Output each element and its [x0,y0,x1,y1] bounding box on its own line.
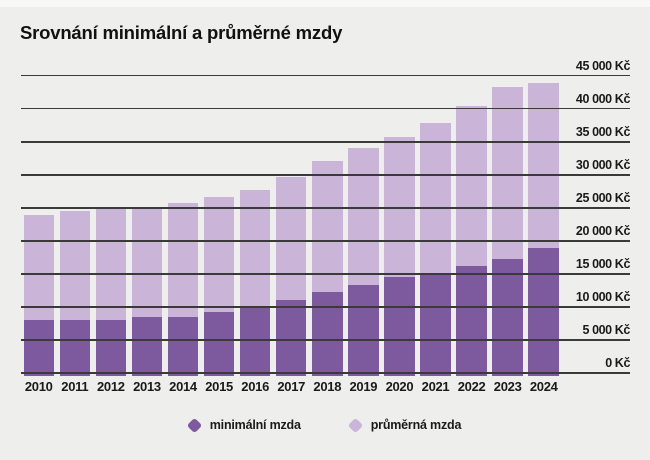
x-axis-label: 2021 [421,379,450,394]
bar-minimum-wage [95,320,127,376]
bar-minimum-wage [131,316,163,376]
legend-label: minimální mzda [209,418,301,432]
y-axis-label: 40 000 Kč [575,91,630,106]
bar-minimum-wage [167,316,199,376]
x-axis-label: 2019 [349,379,378,394]
legend-item: minimální mzda [186,417,301,433]
bar-minimum-wage [384,276,415,376]
bar-minimum-wage [239,307,271,376]
y-axis-label: 25 000 Kč [575,190,630,205]
bar-minimum-wage [203,312,235,376]
grid-line [21,141,630,143]
y-axis-label: 10 000 Kč [575,289,630,304]
legend: minimální mzda průměrná mzda [0,417,650,433]
legend-diamond-icon [347,417,364,433]
grid-line [21,174,630,176]
bar-minimum-wage [275,300,307,376]
bar-minimum-wage [59,320,91,376]
y-axis-label: 0 Kč [605,356,630,370]
top-strip [0,0,650,7]
x-axis-label: 2010 [24,379,53,394]
y-axis-label: 35 000 Kč [575,124,630,139]
grid-line [21,306,630,308]
x-axis-label: 2023 [493,379,522,394]
grid-line [21,372,630,374]
y-axis-label: 45 000 Kč [575,58,630,73]
y-axis-label: 20 000 Kč [575,223,630,238]
x-axis-label: 2022 [457,379,486,394]
legend-diamond-icon [186,417,203,433]
x-axis-label: 2018 [313,379,342,394]
x-axis-label: 2017 [277,379,306,394]
x-axis-label: 2012 [97,379,125,394]
x-axis-label: 2024 [529,379,558,394]
grid-line [21,240,630,242]
bar-minimum-wage [492,258,523,376]
legend-label: průměrná mzda [370,418,462,432]
x-axis-label: 2015 [205,379,233,394]
x-axis-label: 2014 [169,379,197,394]
bar-minimum-wage [348,284,379,376]
y-axis-label: 15 000 Kč [575,256,630,271]
x-axis-label: 2011 [61,379,89,394]
bar-minimum-wage [420,272,451,376]
grid-line [21,273,630,275]
grid-line [21,207,630,209]
y-axis-label: 30 000 Kč [575,157,630,172]
x-axis-label: 2013 [133,379,161,394]
x-axis-label: 2016 [241,379,270,394]
bar-minimum-wage [456,265,487,376]
bar-minimum-wage [528,248,559,376]
legend-item: průměrná mzda [347,417,462,433]
grid-line [21,107,630,110]
grid-line [21,339,630,341]
x-axis-label: 2020 [385,379,414,394]
chart-title: Srovnání minimální a průměrné mzdy [20,22,343,43]
bar-minimum-wage [23,320,54,376]
grid-line [21,74,630,77]
bar-minimum-wage [312,292,343,376]
y-axis-label: 5 000 Kč [582,322,630,337]
